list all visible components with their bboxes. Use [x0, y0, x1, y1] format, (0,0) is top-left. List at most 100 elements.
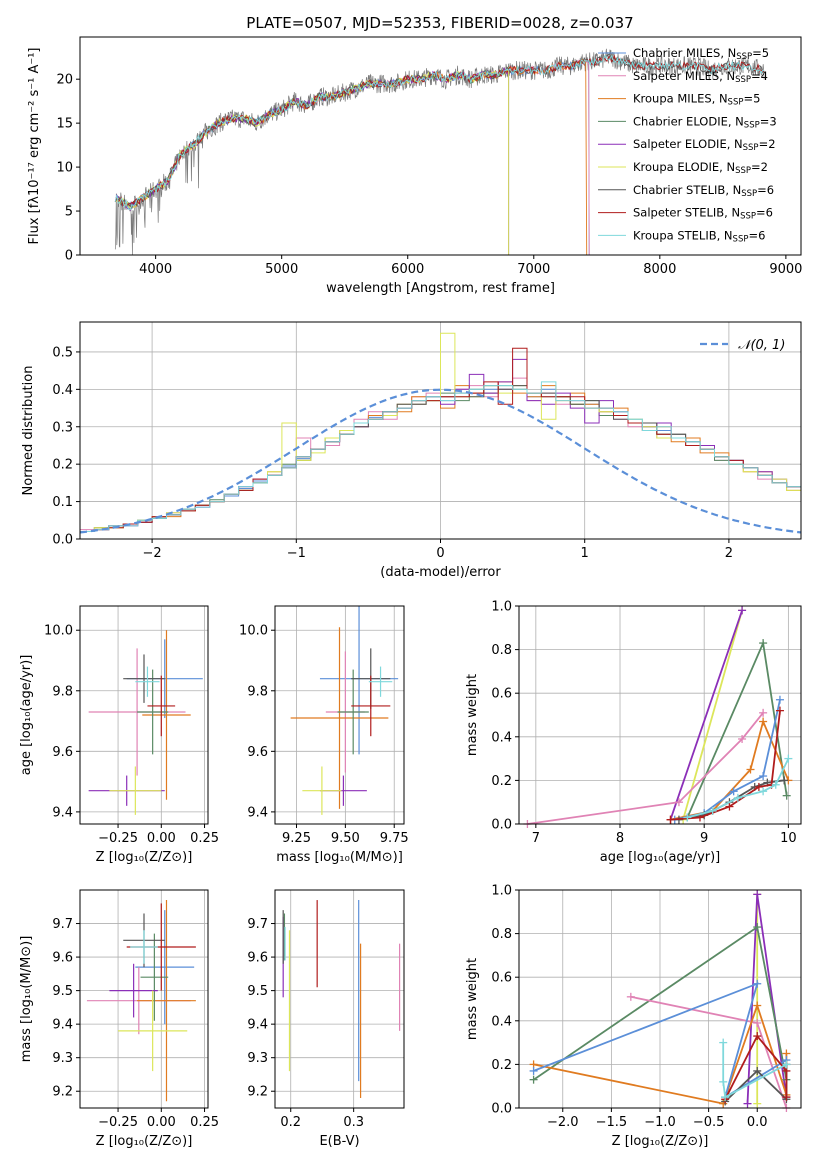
legend-entry: Salpeter STELIB, NSSP=6 [633, 206, 773, 222]
legend-entry: Kroupa MILES, NSSP=5 [633, 92, 760, 108]
y-tick-label: 9.3 [247, 1051, 268, 1066]
weight-line [669, 610, 743, 820]
errorbar [368, 666, 393, 697]
y-tick-label: 9.5 [52, 984, 73, 999]
x-tick-label: −2.0 [547, 1115, 579, 1130]
y-tick-label: 0 [65, 249, 73, 264]
x-tick-label: 0.25 [190, 831, 219, 846]
x-tick-label: 8 [616, 831, 624, 846]
errorbar [123, 654, 165, 703]
errorbar [290, 627, 389, 809]
y-tick-label: 0.2 [52, 458, 73, 473]
panels: 4000 5000 6000 7000 8000 900005101520waveleng… [19, 36, 802, 1149]
y-tick-label: 10.0 [239, 624, 268, 639]
x-tick-label: 2 [725, 546, 733, 561]
errorbar [337, 669, 369, 755]
y-tick-label: 0.0 [491, 818, 512, 833]
plus-marker [708, 806, 717, 815]
x-tick-label: −0.5 [693, 1115, 725, 1130]
x-tick-label: 0.2 [280, 1115, 301, 1130]
x-tick-label: 6000 [391, 262, 424, 277]
x-tick-label: −1.5 [596, 1115, 628, 1130]
plus-marker [746, 765, 755, 774]
axes-frame [79, 889, 209, 1109]
y-tick-label: 9.6 [52, 951, 73, 966]
x-tick-label: 0.0 [747, 1115, 768, 1130]
gaussian-curve [80, 388, 801, 534]
y-tick-label: 9.6 [52, 745, 73, 760]
weight-lines [529, 890, 791, 1112]
plus-marker [775, 695, 784, 704]
spectrum-lines [114, 48, 765, 255]
legend-entry: Kroupa STELIB, NSSP=6 [633, 228, 765, 244]
histogram-step [80, 347, 801, 539]
y-tick-label: 0.0 [52, 533, 73, 548]
plus-marker [782, 1060, 791, 1069]
ticks: 9.25 9.50 9.75 9.4 9.6 9.8 10.0 [239, 624, 409, 846]
plus-marker [753, 923, 762, 932]
axes-frame [518, 889, 802, 1109]
x-axis-label: (data-model)/error [380, 565, 501, 580]
y-tick-label: 20 [56, 73, 73, 88]
legend-entry: Chabrier MILES, NSSP=5 [633, 46, 769, 62]
grid-lines [519, 605, 801, 825]
panel-spectrum: 4000 5000 6000 7000 8000 9000 0 5 10 15 20 waveleng… [27, 36, 802, 296]
y-tick-label: 0.4 [491, 730, 512, 745]
y-axis-label: age [log₁₀(age/yr)] [19, 655, 34, 776]
y-tick-label: 9.2 [52, 1085, 73, 1100]
x-tick-label: −1 [287, 546, 306, 561]
y-tick-label: 0.4 [52, 383, 73, 398]
plus-marker [759, 787, 768, 796]
histogram-step [80, 385, 801, 539]
errorbar [137, 900, 196, 1102]
y-tick-label: 9.4 [52, 805, 73, 820]
x-tick-label: 9000 [769, 262, 802, 277]
weight-line [687, 758, 790, 819]
axes-frame [79, 321, 802, 540]
errorbar [302, 766, 342, 815]
plus-marker [753, 890, 762, 899]
legend-entry: Kroupa ELODIE, NSSP=2 [633, 160, 768, 176]
plus-marker [753, 1001, 762, 1010]
y-tick-label: 1.0 [491, 600, 512, 615]
y-tick-label: 0.6 [491, 687, 512, 702]
histogram-step [80, 377, 801, 539]
x-axis-label: Z [log₁₀(Z/Z⊙)] [612, 1134, 709, 1149]
plus-marker [666, 815, 675, 824]
grid-lines [519, 889, 801, 1109]
legend-entry: Salpeter MILES, NSSP=4 [633, 69, 768, 85]
x-tick-label: 4000 [139, 262, 172, 277]
x-tick-label: 0.00 [147, 1115, 176, 1130]
x-tick-label: 0.25 [190, 1115, 219, 1130]
errorbar [130, 930, 158, 964]
plus-marker [753, 1032, 762, 1041]
y-tick-label: 9.6 [247, 951, 268, 966]
plus-marker [782, 1093, 791, 1102]
y-axis-label: mass weight [465, 674, 480, 756]
ticks: −2 −1 0 1 2 0.0 0.1 0.2 0.3 0.4 0.5 [52, 345, 733, 561]
ticks: −0.25 0.00 0.25 9.4 9.6 9.8 10.0 [44, 624, 219, 846]
errorbar [137, 669, 169, 755]
histograms [80, 332, 801, 539]
y-tick-label: 9.4 [247, 1018, 268, 1033]
x-tick-label: 9 [700, 831, 708, 846]
ticks: 0.2 0.3 9.2 9.3 9.4 9.5 9.6 9.7 [247, 917, 364, 1130]
y-tick-label: 15 [56, 117, 73, 132]
x-axis-label: age [log₁₀(age/yr)] [600, 850, 721, 865]
x-tick-label: 0 [436, 546, 444, 561]
weight-line [724, 1034, 788, 1100]
histogram-step [80, 332, 801, 539]
errorbar [142, 630, 191, 800]
plus-marker [754, 782, 763, 791]
plus-marker [529, 1075, 538, 1084]
errorbar [140, 933, 169, 1021]
errorbar [109, 766, 162, 815]
weight-line [527, 712, 764, 825]
y-axis-label: mass [log₁₀(M/M⊙)] [19, 936, 34, 1063]
axes-frame [518, 605, 802, 825]
plus-marker [683, 813, 692, 822]
errorbar [147, 675, 176, 737]
panel-residuals: −2 −1 0 1 2 0.0 0.1 0.2 0.3 0.4 0.5 (data-model)/er… [21, 321, 802, 580]
errorbar [135, 666, 160, 697]
